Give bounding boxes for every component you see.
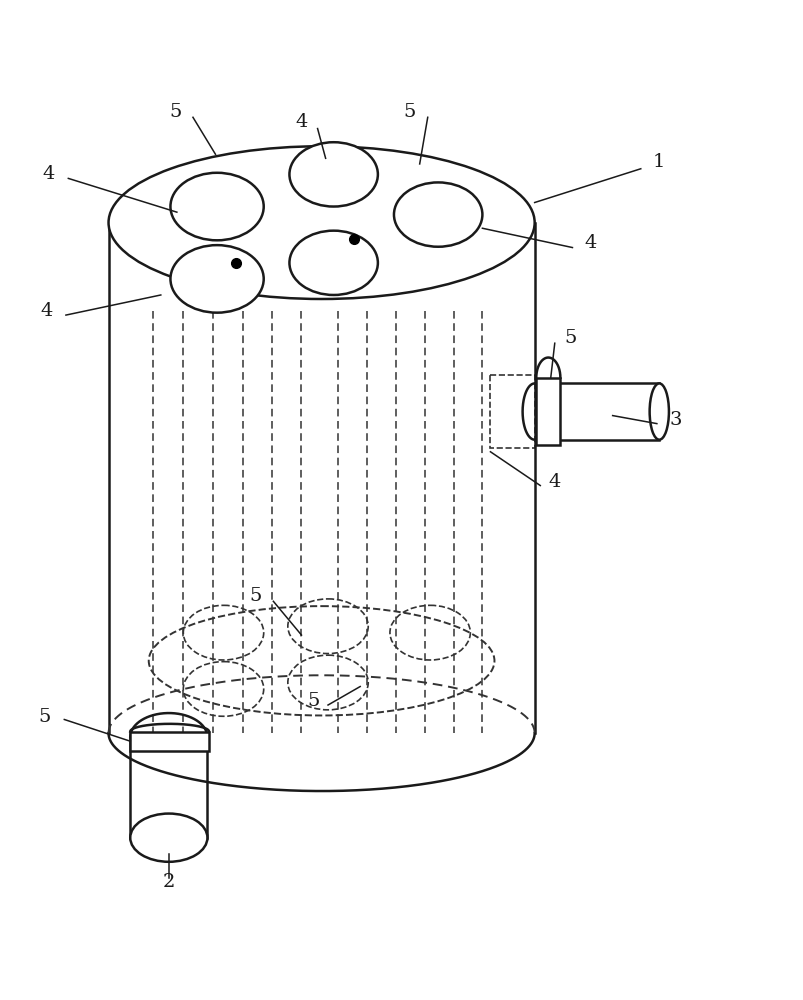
Text: 5: 5 <box>38 708 51 726</box>
Text: 4: 4 <box>548 473 560 491</box>
Ellipse shape <box>170 173 263 240</box>
Text: 5: 5 <box>169 103 181 121</box>
Text: 2: 2 <box>162 873 175 891</box>
Ellipse shape <box>393 182 482 247</box>
Bar <box>536 378 560 445</box>
Bar <box>490 375 534 448</box>
Ellipse shape <box>108 146 534 299</box>
Ellipse shape <box>289 142 377 207</box>
Text: 3: 3 <box>668 411 681 429</box>
Text: 4: 4 <box>42 165 55 183</box>
Ellipse shape <box>130 814 207 862</box>
Ellipse shape <box>170 245 263 313</box>
Text: 5: 5 <box>249 587 262 605</box>
Text: 5: 5 <box>307 692 320 710</box>
Text: 5: 5 <box>403 103 416 121</box>
Text: 1: 1 <box>652 153 665 171</box>
Text: 5: 5 <box>564 329 577 347</box>
Bar <box>130 732 209 751</box>
Text: 4: 4 <box>584 234 597 252</box>
Text: 4: 4 <box>295 113 308 131</box>
Ellipse shape <box>289 231 377 295</box>
Ellipse shape <box>649 383 668 440</box>
Text: 4: 4 <box>40 302 53 320</box>
